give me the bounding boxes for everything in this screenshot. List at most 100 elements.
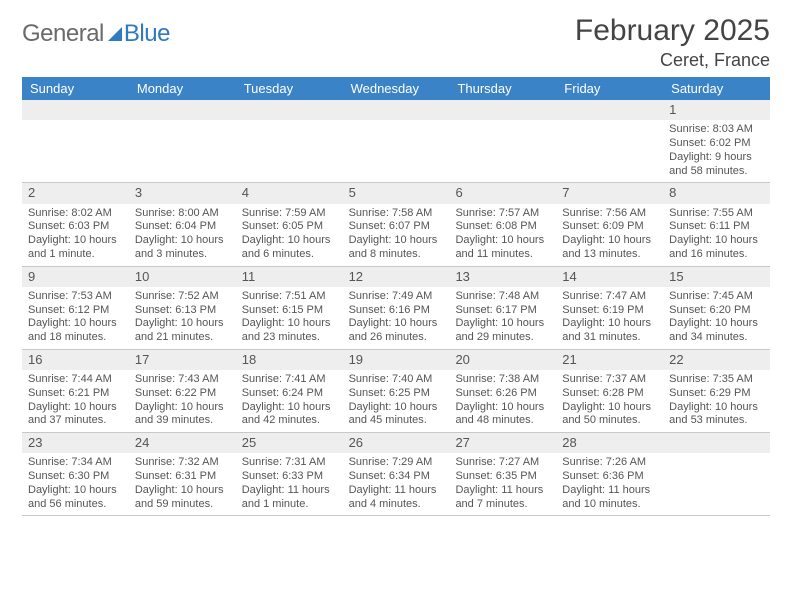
day-cell: 22Sunrise: 7:35 AMSunset: 6:29 PMDayligh… [663,350,770,432]
daylight-text: Daylight: 10 hours and 16 minutes. [669,234,764,262]
daylight-text: Daylight: 10 hours and 31 minutes. [562,317,657,345]
daylight-text: Daylight: 10 hours and 29 minutes. [455,317,550,345]
day-number: 5 [343,183,450,203]
sunrise-text: Sunrise: 7:53 AM [28,290,123,304]
daylight-text: Daylight: 10 hours and 45 minutes. [349,401,444,429]
dow-sunday: Sunday [22,77,129,100]
sunset-text: Sunset: 6:12 PM [28,304,123,318]
day-number [343,100,450,120]
daylight-text: Daylight: 10 hours and 53 minutes. [669,401,764,429]
logo: General Blue [22,14,170,48]
sunset-text: Sunset: 6:03 PM [28,220,123,234]
dow-header-row: Sunday Monday Tuesday Wednesday Thursday… [22,77,770,100]
sunset-text: Sunset: 6:26 PM [455,387,550,401]
day-cell: 16Sunrise: 7:44 AMSunset: 6:21 PMDayligh… [22,350,129,432]
day-cell: 3Sunrise: 8:00 AMSunset: 6:04 PMDaylight… [129,183,236,265]
sunset-text: Sunset: 6:24 PM [242,387,337,401]
day-number: 2 [22,183,129,203]
day-number: 27 [449,433,556,453]
daylight-text: Daylight: 11 hours and 10 minutes. [562,484,657,512]
daylight-text: Daylight: 10 hours and 50 minutes. [562,401,657,429]
daylight-text: Daylight: 10 hours and 11 minutes. [455,234,550,262]
daylight-text: Daylight: 9 hours and 58 minutes. [669,151,764,179]
sunset-text: Sunset: 6:04 PM [135,220,230,234]
day-number: 7 [556,183,663,203]
sunset-text: Sunset: 6:25 PM [349,387,444,401]
sunset-text: Sunset: 6:07 PM [349,220,444,234]
sunset-text: Sunset: 6:09 PM [562,220,657,234]
dow-monday: Monday [129,77,236,100]
day-number: 16 [22,350,129,370]
sunrise-text: Sunrise: 7:49 AM [349,290,444,304]
day-cell: 10Sunrise: 7:52 AMSunset: 6:13 PMDayligh… [129,267,236,349]
day-number: 20 [449,350,556,370]
sunrise-text: Sunrise: 7:40 AM [349,373,444,387]
day-cell [343,100,450,182]
day-number [449,100,556,120]
sunset-text: Sunset: 6:22 PM [135,387,230,401]
week-row: 2Sunrise: 8:02 AMSunset: 6:03 PMDaylight… [22,183,770,266]
sunset-text: Sunset: 6:20 PM [669,304,764,318]
day-cell: 8Sunrise: 7:55 AMSunset: 6:11 PMDaylight… [663,183,770,265]
sunrise-text: Sunrise: 7:35 AM [669,373,764,387]
sunrise-text: Sunrise: 7:48 AM [455,290,550,304]
day-cell: 11Sunrise: 7:51 AMSunset: 6:15 PMDayligh… [236,267,343,349]
calendar-page: General Blue February 2025 Ceret, France… [0,0,792,526]
sunset-text: Sunset: 6:08 PM [455,220,550,234]
sunrise-text: Sunrise: 7:55 AM [669,207,764,221]
day-number: 4 [236,183,343,203]
day-number: 12 [343,267,450,287]
daylight-text: Daylight: 10 hours and 3 minutes. [135,234,230,262]
daylight-text: Daylight: 10 hours and 23 minutes. [242,317,337,345]
day-cell: 24Sunrise: 7:32 AMSunset: 6:31 PMDayligh… [129,433,236,515]
day-cell: 21Sunrise: 7:37 AMSunset: 6:28 PMDayligh… [556,350,663,432]
day-number: 8 [663,183,770,203]
day-cell: 25Sunrise: 7:31 AMSunset: 6:33 PMDayligh… [236,433,343,515]
sunrise-text: Sunrise: 8:03 AM [669,123,764,137]
day-cell [22,100,129,182]
daylight-text: Daylight: 10 hours and 48 minutes. [455,401,550,429]
day-number: 11 [236,267,343,287]
title-block: February 2025 Ceret, France [575,14,770,71]
day-cell: 7 Sunrise: 7:56 AMSunset: 6:09 PMDaylight… [556,183,663,265]
calendar-grid: Sunday Monday Tuesday Wednesday Thursday… [22,77,770,516]
day-number: 13 [449,267,556,287]
header: General Blue February 2025 Ceret, France [22,14,770,71]
weeks-container: 1Sunrise: 8:03 AMSunset: 6:02 PMDaylight… [22,100,770,516]
daylight-text: Daylight: 11 hours and 7 minutes. [455,484,550,512]
daylight-text: Daylight: 10 hours and 37 minutes. [28,401,123,429]
day-number [236,100,343,120]
sunrise-text: Sunrise: 7:27 AM [455,456,550,470]
day-cell: 26Sunrise: 7:29 AMSunset: 6:34 PMDayligh… [343,433,450,515]
sunrise-text: Sunrise: 7:58 AM [349,207,444,221]
day-cell [129,100,236,182]
day-number: 24 [129,433,236,453]
sunrise-text: Sunrise: 7:47 AM [562,290,657,304]
day-cell: 14Sunrise: 7:47 AMSunset: 6:19 PMDayligh… [556,267,663,349]
sunrise-text: Sunrise: 7:57 AM [455,207,550,221]
sunset-text: Sunset: 6:15 PM [242,304,337,318]
day-number: 18 [236,350,343,370]
day-cell: 17Sunrise: 7:43 AMSunset: 6:22 PMDayligh… [129,350,236,432]
sunrise-text: Sunrise: 7:45 AM [669,290,764,304]
daylight-text: Daylight: 10 hours and 13 minutes. [562,234,657,262]
logo-text-blue: Blue [124,20,170,48]
sunrise-text: Sunrise: 7:56 AM [562,207,657,221]
day-number: 10 [129,267,236,287]
day-cell: 1Sunrise: 8:03 AMSunset: 6:02 PMDaylight… [663,100,770,182]
dow-thursday: Thursday [449,77,556,100]
daylight-text: Daylight: 11 hours and 1 minute. [242,484,337,512]
daylight-text: Daylight: 11 hours and 4 minutes. [349,484,444,512]
day-cell [236,100,343,182]
day-number: 9 [22,267,129,287]
week-row: 16Sunrise: 7:44 AMSunset: 6:21 PMDayligh… [22,350,770,433]
sunset-text: Sunset: 6:34 PM [349,470,444,484]
logo-sail-icon [108,27,122,41]
week-row: 9 Sunrise: 7:53 AMSunset: 6:12 PM Daylight… [22,267,770,350]
day-cell: 18Sunrise: 7:41 AMSunset: 6:24 PMDayligh… [236,350,343,432]
day-number: 1 [663,100,770,120]
sunset-text: Sunset: 6:30 PM [28,470,123,484]
day-number [556,100,663,120]
sunset-text: Sunset: 6:28 PM [562,387,657,401]
sunrise-text: Sunrise: 7:32 AM [135,456,230,470]
